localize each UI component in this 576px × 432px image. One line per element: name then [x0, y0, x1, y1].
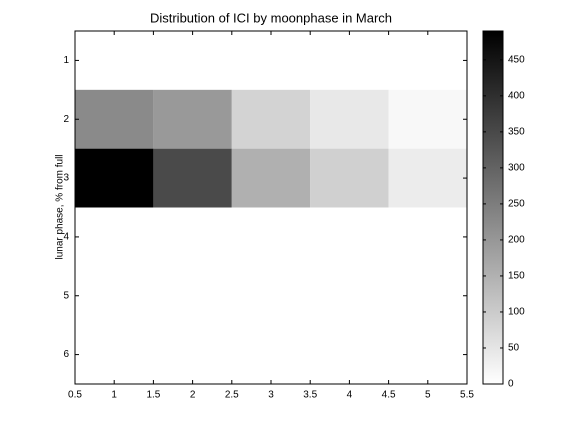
heatmap-cell — [388, 266, 467, 326]
x-tick-label: 4.5 — [382, 390, 396, 401]
x-tick-label: 3.5 — [303, 390, 317, 401]
x-tick-label: 3 — [268, 390, 274, 401]
heatmap-cell — [153, 266, 232, 326]
heatmap-cell — [153, 31, 232, 90]
colorbar — [482, 30, 504, 385]
heatmap-cell — [75, 325, 154, 384]
colorbar-tick-label: 400 — [508, 90, 525, 101]
colorbar-tick-label: 0 — [508, 379, 514, 390]
y-tick-label: 2 — [63, 114, 69, 125]
colorbar-tick-label: 50 — [508, 343, 520, 354]
heatmap-cell — [388, 207, 467, 267]
heatmap-cell — [153, 89, 232, 149]
heatmap-cell — [231, 325, 311, 384]
heatmap-cell — [231, 89, 311, 149]
colorbar-tick-label: 250 — [508, 199, 525, 210]
heatmap-cell — [310, 31, 389, 90]
x-tick-label: 0.5 — [68, 390, 82, 401]
heatmap-cell — [153, 207, 232, 267]
colorbar-tick-label: 200 — [508, 235, 525, 246]
y-tick-label: 5 — [63, 290, 69, 301]
heatmap-cell — [310, 325, 389, 384]
heatmap-cell — [75, 207, 154, 267]
heatmap-cell — [310, 148, 389, 208]
heatmap-cell — [310, 89, 389, 149]
heatmap-cell — [231, 148, 311, 208]
x-tick-label: 4 — [347, 390, 353, 401]
heatmap-cell — [153, 148, 232, 208]
colorbar-tick-label: 450 — [508, 54, 525, 65]
heatmap-cell — [231, 31, 311, 90]
heatmap-cell — [310, 266, 389, 326]
heatmap-cell — [310, 207, 389, 267]
colorbar-tick-label: 350 — [508, 126, 525, 137]
heatmap-cell — [75, 266, 154, 326]
heatmap-cell — [231, 207, 311, 267]
heatmap-cell — [388, 148, 467, 208]
x-tick-label: 1.5 — [146, 390, 160, 401]
x-tick-label: 1 — [111, 390, 117, 401]
colorbar-tick-label: 300 — [508, 163, 525, 174]
heatmap-cell — [75, 31, 154, 90]
heatmap-cell — [153, 325, 232, 384]
y-tick-label: 6 — [63, 349, 69, 360]
x-tick-label: 2.5 — [225, 390, 239, 401]
y-tick-label: 3 — [63, 173, 69, 184]
colorbar-tick-label: 150 — [508, 271, 525, 282]
heatmap-cell — [75, 148, 154, 208]
y-tick-label: 1 — [63, 55, 69, 66]
chart-title: Distribution of ICI by moonphase in Marc… — [150, 10, 392, 25]
heatmap-cell — [75, 89, 154, 149]
heatmap-cell — [231, 266, 311, 326]
heatmap-cell — [388, 89, 467, 149]
colorbar-tick-label: 100 — [508, 307, 525, 318]
x-tick-label: 2 — [190, 390, 196, 401]
x-tick-label: 5 — [425, 390, 431, 401]
heatmap-cell — [388, 325, 467, 384]
y-tick-label: 4 — [63, 232, 69, 243]
heatmap-cell — [388, 31, 467, 90]
x-tick-label: 5.5 — [460, 390, 474, 401]
y-axis-label: lunar phase, % from full — [55, 154, 66, 259]
